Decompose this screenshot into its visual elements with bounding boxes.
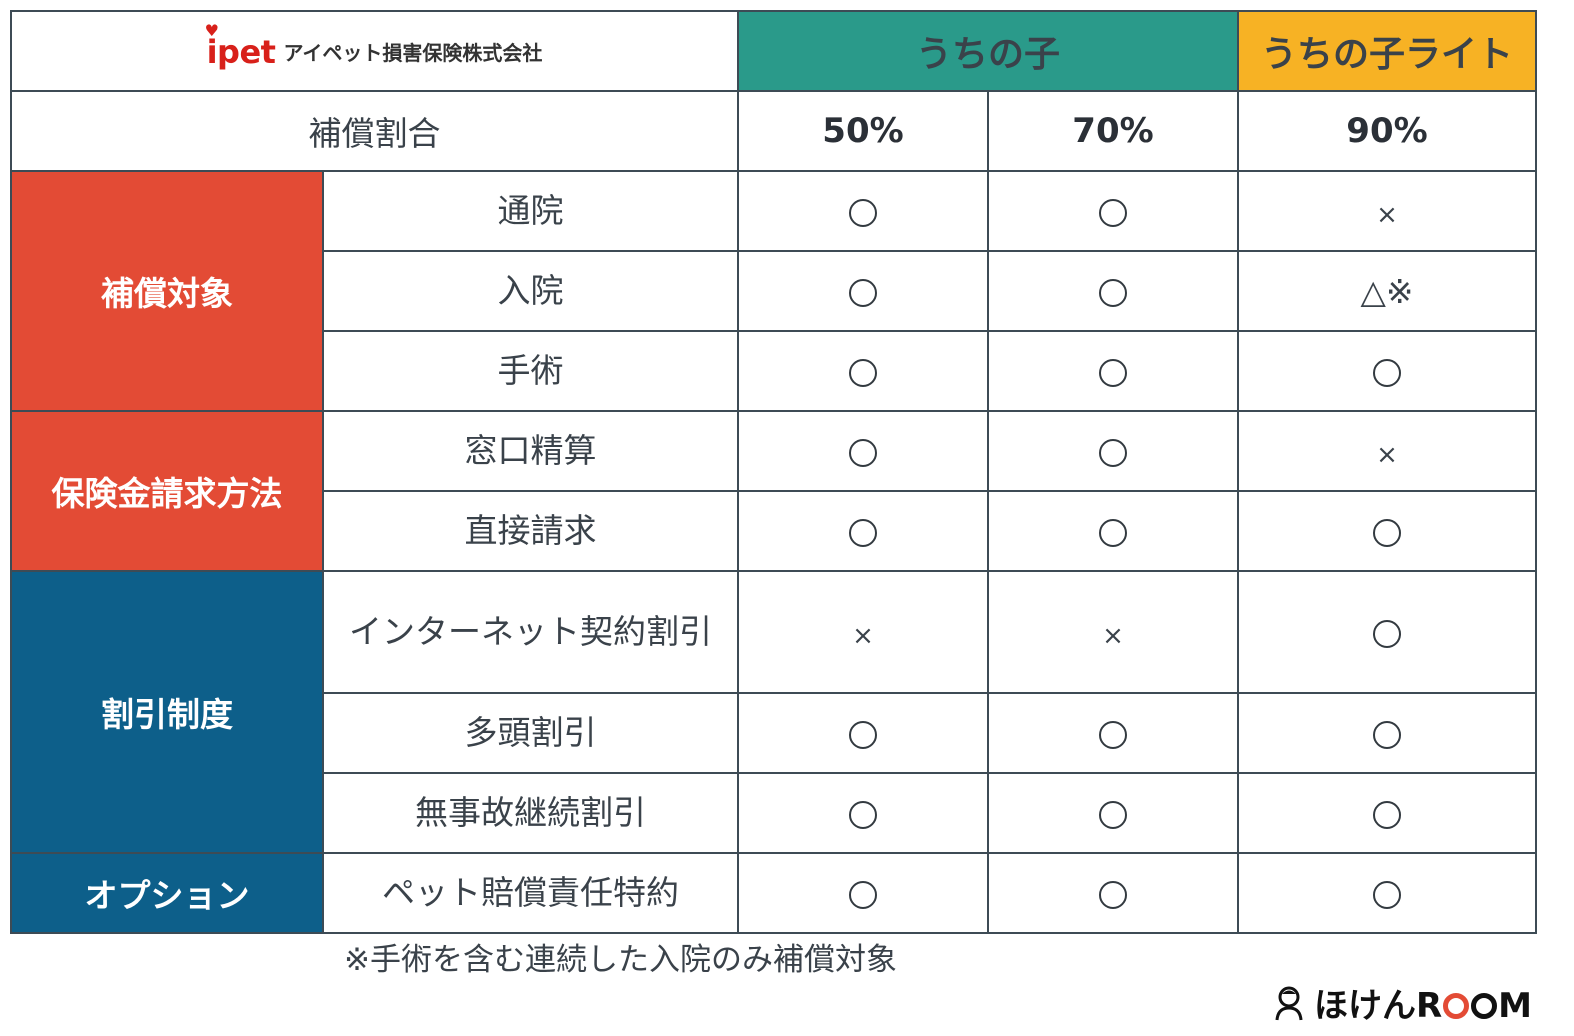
brand-prefix: ほけんR <box>1313 986 1443 1026</box>
row-item: 入院 <box>322 250 739 332</box>
circle-mark-icon <box>1373 881 1401 909</box>
circle-mark-icon <box>849 439 877 467</box>
plan-main-header: うちの子 <box>737 10 1239 92</box>
mark-cell <box>737 170 989 252</box>
row-item: 窓口精算 <box>322 410 739 492</box>
mark-cell <box>737 490 989 572</box>
cross-mark-icon: × <box>1376 199 1398 230</box>
table-row: 多頭割引 <box>11 692 1537 774</box>
mark-cell: × <box>737 570 989 694</box>
rate-70: 70% <box>987 90 1239 172</box>
circle-mark-icon <box>849 199 877 227</box>
table-row: 無事故継続割引 <box>11 772 1537 854</box>
mark-cell <box>987 410 1239 492</box>
circle-mark-icon <box>1373 359 1401 387</box>
cross-mark-icon: × <box>1376 439 1398 470</box>
category-coverage: 補償対象 <box>10 170 324 412</box>
circle-mark-icon <box>1099 199 1127 227</box>
circle-mark-icon <box>849 801 877 829</box>
circle-mark-icon <box>849 881 877 909</box>
table-row: 保険金請求方法 窓口精算 × <box>10 410 1537 572</box>
rate-90: 90% <box>1237 90 1537 172</box>
plan-lite-header: うちの子ライト <box>1237 10 1537 92</box>
cross-mark-icon: × <box>1102 620 1124 651</box>
rate-label: 補償割合 <box>10 90 739 172</box>
mark-cell <box>1237 772 1537 854</box>
logo-company-name: アイペット損害保険株式会社 <box>283 41 543 65</box>
company-logo: ♥ ipet アイペット損害保険株式会社 <box>205 21 543 71</box>
row-item: 直接請求 <box>322 490 739 572</box>
mark-cell <box>1237 570 1537 694</box>
mark-cell <box>987 772 1239 854</box>
footnote: ※手術を含む連続した入院のみ補償対象 <box>344 942 897 978</box>
mark-cell <box>737 852 989 934</box>
brand-logo: ほけんR M <box>1274 978 1532 1027</box>
circle-mark-icon <box>1099 519 1127 547</box>
circle-mark-icon <box>1373 519 1401 547</box>
mark-cell <box>1237 490 1537 572</box>
circle-mark-icon <box>849 279 877 307</box>
mark-cell <box>737 772 989 854</box>
row-item: 通院 <box>322 170 739 252</box>
mark-cell <box>987 250 1239 332</box>
mark-cell: × <box>1237 410 1537 492</box>
brand-suffix: M <box>1498 986 1532 1026</box>
rate-50: 50% <box>737 90 989 172</box>
mark-cell <box>987 330 1239 412</box>
circle-mark-icon <box>1373 801 1401 829</box>
row-item: インターネット契約割引 <box>349 612 712 651</box>
circle-mark-icon <box>849 519 877 547</box>
row-item: 手術 <box>322 330 739 412</box>
circle-mark-icon <box>1099 439 1127 467</box>
mark-cell: × <box>987 570 1239 694</box>
mark-cell <box>737 250 989 332</box>
circle-mark-icon <box>849 721 877 749</box>
mark-cell <box>737 692 989 774</box>
circle-mark-icon <box>1099 881 1127 909</box>
circle-mark-icon <box>1373 620 1401 648</box>
heart-icon: ♥ <box>204 20 219 40</box>
brand-o-icon <box>1471 993 1498 1019</box>
person-icon <box>1275 986 1303 1020</box>
circle-mark-icon <box>1099 359 1127 387</box>
table-row: 割引制度 インターネット契約割引 × × <box>10 570 1537 854</box>
cross-mark-icon: × <box>852 620 874 651</box>
triangle-mark-icon: △※ <box>1360 271 1414 311</box>
category-option: オプション <box>10 852 324 934</box>
table-row: 補償対象 通院 × <box>10 170 1537 412</box>
mark-cell <box>1237 330 1537 412</box>
circle-mark-icon <box>1099 801 1127 829</box>
logo-mark: ipet <box>206 32 276 71</box>
mark-cell <box>737 330 989 412</box>
mark-cell <box>987 852 1239 934</box>
circle-mark-icon <box>1099 279 1127 307</box>
mark-cell <box>987 490 1239 572</box>
row-item: ペット賠償責任特約 <box>322 852 739 934</box>
table-row: 入院 △※ <box>11 250 1537 332</box>
table-row: 手術 <box>11 330 1537 412</box>
mark-cell: △※ <box>1237 250 1537 332</box>
brand-o-icon <box>1443 993 1470 1019</box>
mark-cell <box>987 170 1239 252</box>
circle-mark-icon <box>1099 721 1127 749</box>
circle-mark-icon <box>849 359 877 387</box>
mark-cell: × <box>1237 170 1537 252</box>
mark-cell <box>737 410 989 492</box>
table-row: オプション ペット賠償責任特約 <box>10 852 1537 934</box>
mark-cell <box>1237 692 1537 774</box>
logo-cell: ♥ ipet アイペット損害保険株式会社 <box>10 10 739 92</box>
header-row: ♥ ipet アイペット損害保険株式会社 うちの子 うちの子ライト <box>10 10 1537 92</box>
mark-cell <box>987 692 1239 774</box>
category-discount: 割引制度 <box>10 570 324 854</box>
row-item: 多頭割引 <box>322 692 739 774</box>
comparison-table: ♥ ipet アイペット損害保険株式会社 うちの子 うちの子ライト 補償割合 50… <box>10 10 1537 934</box>
category-claim: 保険金請求方法 <box>10 410 324 572</box>
table-row: 直接請求 <box>11 490 1537 572</box>
row-item-cell: インターネット契約割引 <box>322 570 739 694</box>
mark-cell <box>1237 852 1537 934</box>
rate-row: 補償割合 50% 70% 90% <box>10 90 1537 172</box>
circle-mark-icon <box>1373 721 1401 749</box>
row-item: 無事故継続割引 <box>322 772 739 854</box>
